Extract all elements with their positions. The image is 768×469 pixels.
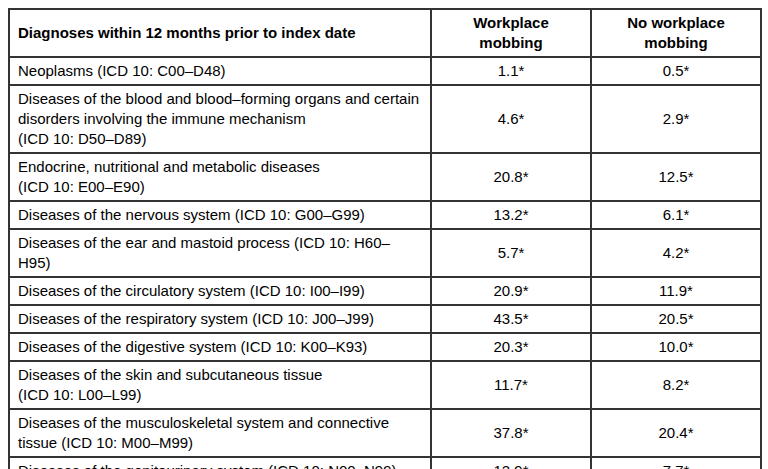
no-workplace-mobbing-value: 10.0* [591,333,761,361]
diagnosis-cell: Diseases of the nervous system (ICD 10: … [9,201,431,229]
workplace-mobbing-value: 1.1* [431,57,591,85]
no-workplace-mobbing-value: 0.5* [591,57,761,85]
table-row: Diseases of the genitourinary system (IC… [9,457,761,469]
table-row: Neoplasms (ICD 10: C00–D48) 1.1* 0.5* [9,57,761,85]
table-row: Diseases of the nervous system (ICD 10: … [9,201,761,229]
table-row: Diseases of the skin and subcutaneous ti… [9,361,761,409]
workplace-mobbing-value: 4.6* [431,85,591,153]
workplace-mobbing-value: 37.8* [431,409,591,457]
diagnosis-cell: Diseases of the digestive system (ICD 10… [9,333,431,361]
diagnosis-cell: Endocrine, nutritional and metabolic dis… [9,153,431,201]
diagnosis-cell: Diseases of the skin and subcutaneous ti… [9,361,431,409]
diagnosis-cell: Diseases of the genitourinary system (IC… [9,457,431,469]
diagnosis-cell: Diseases of the circulatory system (ICD … [9,277,431,305]
no-workplace-mobbing-value: 2.9* [591,85,761,153]
workplace-mobbing-value: 20.9* [431,277,591,305]
diagnoses-table: Diagnoses within 12 months prior to inde… [8,8,762,469]
no-workplace-mobbing-value: 8.2* [591,361,761,409]
no-workplace-mobbing-value: 6.1* [591,201,761,229]
diagnosis-cell: Diseases of the blood and blood–forming … [9,85,431,153]
column-header-workplace-mobbing: Workplace mobbing [431,9,591,57]
table-row: Diseases of the musculoskeletal system a… [9,409,761,457]
no-workplace-mobbing-value: 7.7* [591,457,761,469]
no-workplace-mobbing-value: 4.2* [591,229,761,277]
diagnosis-cell: Neoplasms (ICD 10: C00–D48) [9,57,431,85]
column-header-no-workplace-mobbing: No workplace mobbing [591,9,761,57]
page: Diagnoses within 12 months prior to inde… [0,0,768,469]
table-row: Diseases of the respiratory system (ICD … [9,305,761,333]
workplace-mobbing-value: 12.9* [431,457,591,469]
diagnosis-cell: Diseases of the musculoskeletal system a… [9,409,431,457]
column-header-diagnoses: Diagnoses within 12 months prior to inde… [9,9,431,57]
table-row: Diseases of the circulatory system (ICD … [9,277,761,305]
workplace-mobbing-value: 13.2* [431,201,591,229]
table-row: Diseases of the digestive system (ICD 10… [9,333,761,361]
header-row: Diagnoses within 12 months prior to inde… [9,9,761,57]
no-workplace-mobbing-value: 11.9* [591,277,761,305]
table-row: Endocrine, nutritional and metabolic dis… [9,153,761,201]
diagnosis-cell: Diseases of the respiratory system (ICD … [9,305,431,333]
no-workplace-mobbing-value: 20.4* [591,409,761,457]
table-row: Diseases of the ear and mastoid process … [9,229,761,277]
workplace-mobbing-value: 5.7* [431,229,591,277]
workplace-mobbing-value: 20.8* [431,153,591,201]
workplace-mobbing-value: 11.7* [431,361,591,409]
no-workplace-mobbing-value: 12.5* [591,153,761,201]
table-row: Diseases of the blood and blood–forming … [9,85,761,153]
diagnosis-cell: Diseases of the ear and mastoid process … [9,229,431,277]
workplace-mobbing-value: 20.3* [431,333,591,361]
no-workplace-mobbing-value: 20.5* [591,305,761,333]
workplace-mobbing-value: 43.5* [431,305,591,333]
